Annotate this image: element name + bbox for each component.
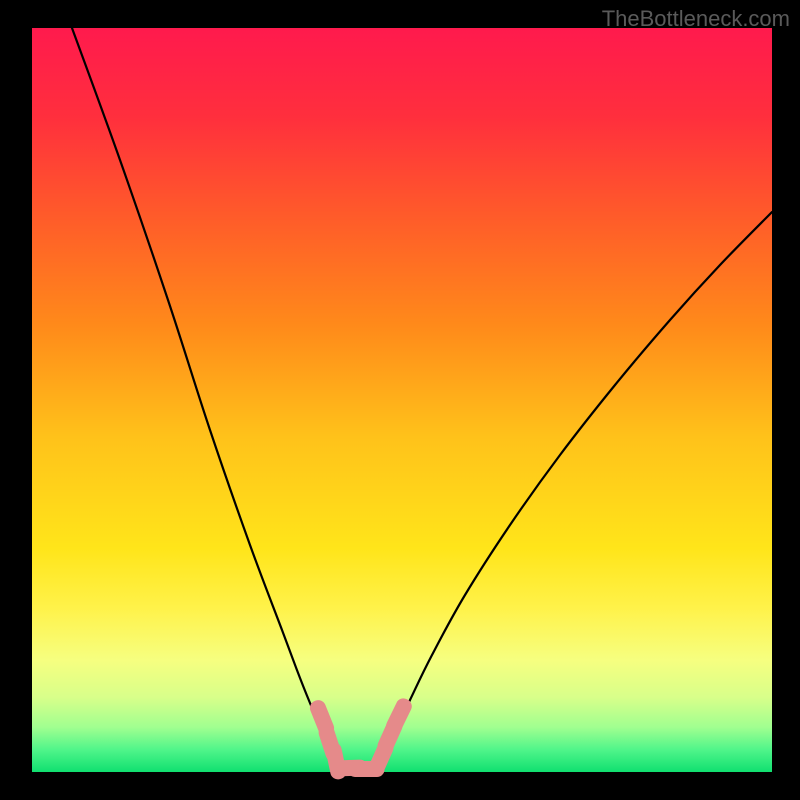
bottleneck-curve-chart (0, 0, 800, 800)
gradient-background (32, 28, 772, 772)
watermark-text: TheBottleneck.com (602, 6, 790, 32)
chart-container: TheBottleneck.com (0, 0, 800, 800)
